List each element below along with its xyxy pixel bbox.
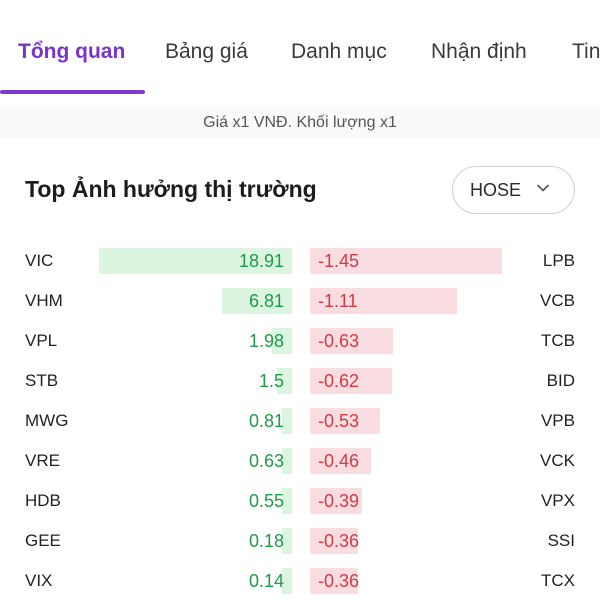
negative-impact-bar (310, 288, 457, 314)
loser-impact-value: -0.46 (318, 451, 360, 471)
gainer-impact-value: 0.55 (248, 491, 284, 511)
gainer-symbol[interactable]: HDB (25, 491, 61, 510)
negative-impact-bar (310, 488, 362, 514)
tab-overview[interactable]: Tổng quan (18, 40, 126, 63)
table-row[interactable]: VIC 18.91 -1.45 LPB (0, 242, 600, 282)
gainer-symbol[interactable]: VHM (25, 291, 63, 310)
positive-impact-bar (282, 528, 292, 554)
table-row[interactable]: VHM 6.81 -1.11 VCB (0, 282, 600, 322)
negative-impact-bar (310, 408, 380, 434)
loser-impact-value: -0.36 (318, 571, 360, 591)
table-row[interactable]: VPL 1.98 -0.63 TCB (0, 322, 600, 362)
positive-impact-bar (99, 248, 292, 274)
positive-impact-bar (282, 568, 292, 594)
positive-impact-bar (282, 488, 292, 514)
tab-portfolio[interactable]: Danh mục (291, 40, 387, 63)
tab-analysis[interactable]: Nhận định (431, 40, 527, 63)
tab-bar: Tổng quan Bảng giá Danh mục Nhận định Ti… (0, 0, 600, 94)
active-tab-indicator (0, 90, 145, 94)
loser-symbol[interactable]: VPX (540, 491, 575, 510)
gainer-impact-value: 0.81 (248, 411, 284, 431)
negative-impact-bar (310, 328, 393, 354)
gainer-symbol[interactable]: VIC (25, 251, 54, 270)
loser-impact-value: -1.11 (318, 291, 358, 311)
loser-symbol[interactable]: TCX (541, 571, 575, 590)
positive-impact-bar (282, 448, 292, 474)
gainer-symbol[interactable]: GEE (25, 531, 61, 550)
positive-impact-bar (272, 328, 292, 354)
negative-impact-bar (310, 568, 358, 594)
loser-symbol[interactable]: SSI (547, 531, 575, 550)
gainer-symbol[interactable]: VRE (25, 451, 60, 470)
gainer-symbol[interactable]: VIX (25, 571, 53, 590)
loser-impact-value: -0.39 (318, 491, 360, 511)
gainer-impact-value: 0.18 (248, 531, 284, 551)
market-impact-list: VIC 18.91 -1.45 LPB VHM 6.81 -1.11 VCB VPL 1.98 -0… (0, 242, 600, 600)
table-row[interactable]: HDB 0.55 -0.39 VPX (0, 482, 600, 522)
negative-impact-bar (310, 528, 358, 554)
exchange-dropdown-value: HOSE (470, 179, 522, 200)
section-title: Top Ảnh hưởng thị trường (25, 176, 317, 202)
tab-price-board[interactable]: Bảng giá (165, 40, 248, 63)
loser-symbol[interactable]: TCB (541, 331, 575, 350)
negative-impact-bar (310, 448, 371, 474)
negative-impact-bar (310, 368, 392, 394)
loser-symbol[interactable]: BID (546, 371, 575, 390)
gainer-symbol[interactable]: STB (25, 371, 59, 390)
gainer-impact-value: 0.63 (248, 451, 284, 471)
loser-symbol[interactable]: VPB (540, 411, 575, 430)
loser-symbol[interactable]: LPB (542, 251, 575, 270)
positive-impact-bar (222, 288, 292, 314)
negative-impact-bar (310, 248, 502, 274)
gainer-impact-value: 1.98 (248, 331, 284, 351)
table-row[interactable]: MWG 0.81 -0.53 VPB (0, 402, 600, 442)
loser-impact-value: -0.53 (318, 411, 360, 431)
tab-news[interactable]: Tin (572, 40, 600, 63)
gainer-impact-value: 6.81 (248, 291, 284, 311)
table-row[interactable]: STB 1.5 -0.62 BID (0, 362, 600, 402)
loser-impact-value: -0.63 (318, 331, 360, 351)
chevron-down-icon (537, 184, 549, 192)
loser-symbol[interactable]: VCB (540, 291, 575, 310)
gainer-symbol[interactable]: VPL (25, 331, 58, 350)
table-row[interactable]: VRE 0.63 -0.46 VCK (0, 442, 600, 482)
table-row[interactable]: GEE 0.18 -0.36 SSI (0, 522, 600, 562)
loser-impact-value: -0.62 (318, 371, 360, 391)
table-row[interactable]: VIX 0.14 -0.36 TCX (0, 562, 600, 600)
positive-impact-bar (277, 368, 292, 394)
loser-impact-value: -1.45 (318, 251, 360, 271)
exchange-dropdown[interactable]: HOSE (452, 166, 575, 214)
gainer-symbol[interactable]: MWG (25, 411, 69, 430)
loser-symbol[interactable]: VCK (540, 451, 575, 470)
gainer-impact-value: 1.5 (258, 371, 284, 391)
gainer-impact-value: 18.91 (238, 251, 284, 271)
unit-note: Giá x1 VNĐ. Khối lượng x1 (0, 108, 600, 138)
positive-impact-bar (282, 408, 292, 434)
loser-impact-value: -0.36 (318, 531, 360, 551)
gainer-impact-value: 0.14 (248, 571, 284, 591)
